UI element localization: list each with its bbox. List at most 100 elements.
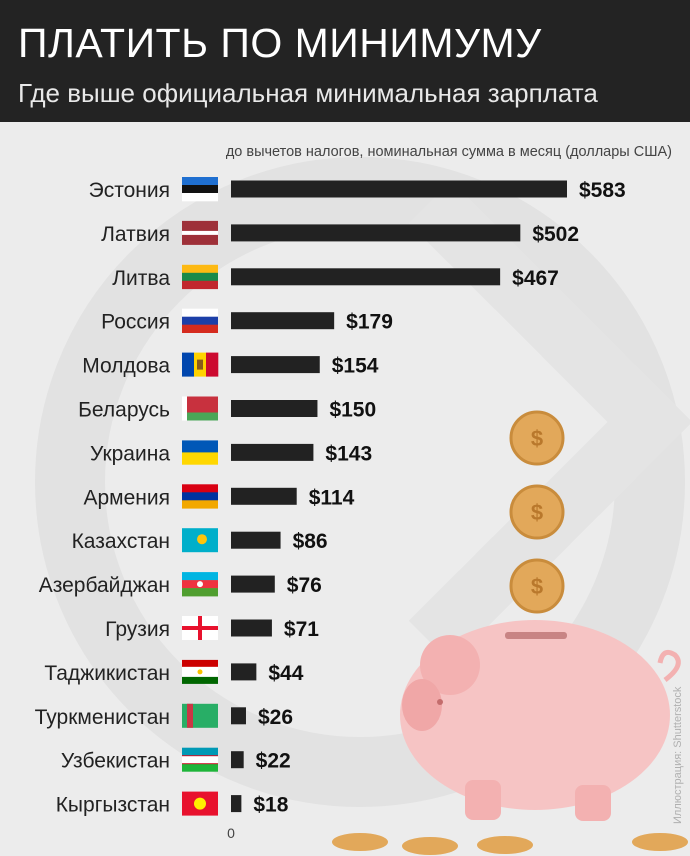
piggy-bank-leg [465,780,501,820]
estonia-flag [182,177,218,202]
chart-note: до вычетов налогов, номинальная сумма в … [225,144,672,160]
coin-icon [509,558,565,614]
category-label: Казахстан [72,530,170,553]
bar [231,707,246,725]
bar [231,575,275,593]
flag-stripe [182,484,218,493]
value-label: $502 [532,223,579,246]
category-label: Азербайджан [39,574,170,597]
category-label: Латвия [101,223,170,246]
flag-stripe [182,177,218,186]
ukraine-flag [182,440,218,465]
bar [231,356,320,374]
piggy-bank-eye [437,699,443,705]
flag-stripe [182,308,218,317]
uzbekistan-flag [182,747,218,772]
flag-stripe [182,440,218,453]
flag-stripe [182,588,218,597]
page-title: ПЛАТИТЬ ПО МИНИМУМУ [18,20,542,66]
value-label: $154 [332,355,379,378]
category-label: Эстония [89,179,170,202]
category-label: Узбекистан [61,750,170,773]
dollar-sign-icon: $ [531,426,543,451]
value-label: $583 [579,179,626,202]
coin-stack-icon [332,833,388,851]
dollar-sign-icon: $ [531,574,543,599]
azerbaijan-flag [182,572,218,597]
category-label: Кыргызстан [56,794,170,817]
georgia-flag [182,616,218,640]
value-label: $26 [258,706,293,729]
piggy-bank-illustration [400,620,681,821]
category-label: Грузия [105,618,170,641]
bar [231,224,521,242]
value-label: $467 [512,267,559,290]
bar [231,268,501,286]
flag-stripe [182,324,218,333]
bar [231,663,257,681]
flag-stripe [182,492,218,501]
dollar-sign-icon: $ [531,500,543,525]
axis-zero-label: 0 [227,825,235,841]
value-label: $18 [253,794,288,817]
category-label: Молдова [82,355,170,378]
coins-illustration: $ $ $ [332,410,688,855]
bar [231,619,272,637]
latvia-flag [182,220,218,245]
flag-stripe [182,452,218,465]
value-label: $114 [309,486,355,509]
flag-stripe [182,316,218,325]
category-label: Россия [101,311,170,334]
russia-flag [182,308,218,333]
category-label: Туркменистан [35,706,170,729]
bar-series: Эстония $583 Латвия $502 Литва $467 Россия $179… [35,177,626,817]
flag-stripe [182,352,195,377]
category-label: Армения [83,486,170,509]
category-label: Литва [112,267,170,290]
flag-stripe [182,193,218,202]
coin-stack-icon [402,837,458,855]
bar [231,312,335,330]
value-label: $22 [256,750,291,773]
category-label: Украина [90,442,170,465]
flag-stripe [182,572,218,581]
piggy-bank-tail [657,649,681,682]
bar [231,400,318,417]
piggy-bank-leg [575,785,611,821]
flag-stripe [182,500,218,509]
piggy-bank-slot [505,632,567,639]
flag-stripe [182,264,218,274]
coin-stack-icon [632,833,688,851]
piggy-bank-snout [402,679,442,731]
value-label: $71 [284,618,319,641]
kazakhstan-flag [182,528,218,553]
lithuania-flag [182,264,218,290]
category-label: Беларусь [78,399,170,422]
bar [231,531,281,549]
armenia-flag [182,484,218,509]
turkmenistan-flag [182,703,218,728]
coin-icon [509,484,565,540]
bar [231,751,244,769]
background-chevron-icon [408,180,690,664]
coin-stack-icon [477,836,533,854]
bar [231,487,297,505]
flag-stripe [182,272,218,282]
bar [231,443,314,461]
piggy-bank-ear [420,635,480,695]
flag-stripe [182,280,218,290]
moldova-flag [182,352,219,377]
kyrgyzstan-flag [182,791,218,816]
header-banner: ПЛАТИТЬ ПО МИНИМУМУ Где выше официальная… [0,0,690,122]
page-subtitle: Где выше официальная минимальная зарплат… [18,78,598,108]
coin-icon [509,410,565,466]
belarus-flag [182,396,218,421]
value-label: $179 [346,311,393,334]
value-label: $44 [268,662,303,685]
value-label: $150 [329,399,376,422]
value-label: $143 [325,442,372,465]
image-credit: Иллюстрация: Shutterstock [672,686,684,824]
bar [231,795,242,813]
value-label: $86 [293,530,328,553]
